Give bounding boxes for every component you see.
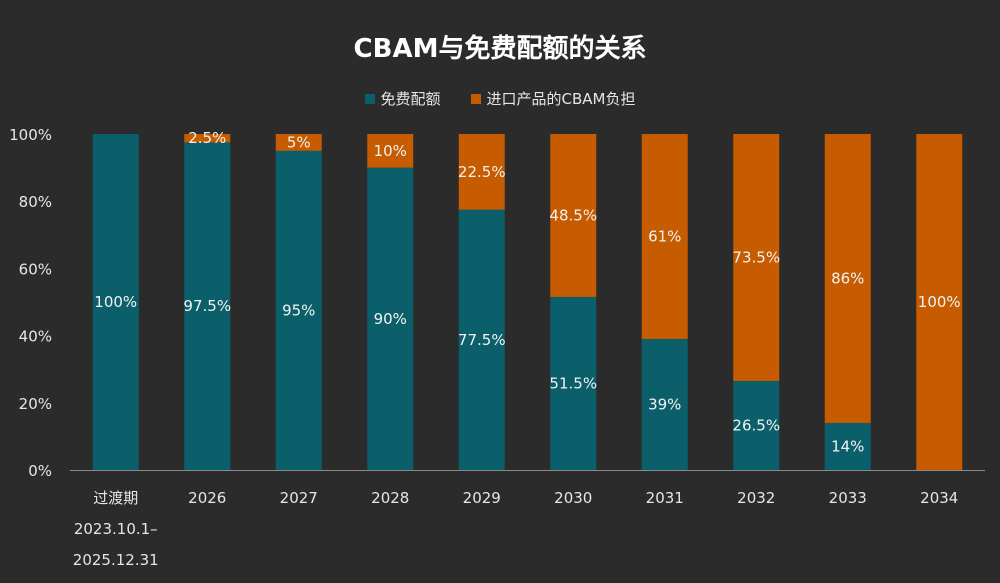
x-tick-label: 2030 (554, 489, 592, 507)
x-tick-label: 2032 (737, 489, 775, 507)
x-tick-label: 2033 (829, 489, 867, 507)
data-label-free-allowance: 100% (94, 293, 137, 311)
data-label-cbam-burden: 73.5% (732, 248, 780, 266)
data-label-free-allowance: 14% (831, 437, 864, 455)
data-label-free-allowance: 97.5% (183, 297, 231, 315)
y-tick-label: 60% (19, 260, 52, 278)
bar-segment-cbam-burden (275, 134, 322, 151)
x-tick-label: 2031 (646, 489, 684, 507)
y-tick-label: 20% (19, 395, 52, 413)
legend-swatch-cbam-burden (470, 93, 481, 104)
chart-title: CBAM与免费配额的关系 (353, 34, 647, 64)
y-tick-label: 40% (19, 328, 52, 346)
x-tick-label: 过渡期 2023.10.1– 2025.12.31 (73, 489, 159, 569)
x-tick-label: 2026 (188, 489, 226, 507)
bar-segment-cbam-burden (733, 134, 780, 381)
data-label-cbam-burden: 22.5% (458, 163, 506, 181)
legend-label-free-allowance: 免费配额 (380, 90, 441, 108)
bar-segment-free-allowance (824, 422, 871, 470)
y-tick-label: 80% (19, 193, 52, 211)
data-label-cbam-burden: 86% (831, 269, 864, 287)
bar-segment-cbam-burden (458, 134, 505, 210)
legend-label-cbam-burden: 进口产品的CBAM负担 (486, 90, 636, 108)
bar-segment-free-allowance (458, 209, 505, 470)
x-axis: 过渡期 2023.10.1– 2025.12.31 2026 2027 2028 2029 2… (73, 489, 959, 569)
data-label-free-allowance: 26.5% (732, 416, 780, 434)
legend-item-cbam-burden: 进口产品的CBAM负担 (470, 88, 636, 109)
data-label-cbam-burden: 10% (374, 142, 407, 160)
data-label-cbam-burden: 100% (918, 293, 961, 311)
data-label-cbam-burden: 61% (648, 227, 681, 245)
bar-segment-cbam-burden (184, 134, 231, 143)
data-label-cbam-burden: 5% (287, 133, 311, 151)
y-tick-label: 0% (28, 462, 52, 480)
y-tick-label: 100% (9, 126, 52, 144)
data-label-free-allowance: 90% (374, 310, 407, 328)
bar-segment-free-allowance (184, 142, 231, 470)
legend-swatch-free-allowance (364, 93, 375, 104)
data-label-free-allowance: 95% (282, 301, 315, 319)
bar-segment-free-allowance (92, 134, 139, 470)
bar-segment-cbam-burden (824, 134, 871, 423)
data-label-cbam-burden: 48.5% (549, 206, 597, 224)
x-tick-label: 2028 (371, 489, 409, 507)
y-axis: 0% 20% 40% 60% 80% 100% (9, 126, 985, 480)
x-tick-label: 2027 (280, 489, 318, 507)
bar-segment-free-allowance (275, 150, 322, 471)
data-label-free-allowance: 39% (648, 395, 681, 413)
bar-segment-free-allowance (367, 167, 414, 470)
data-label-free-allowance: 77.5% (458, 331, 506, 349)
bar-segment-cbam-burden (916, 134, 963, 470)
bar-segment-free-allowance (733, 380, 780, 470)
legend: 免费配额 进口产品的CBAM负担 (0, 88, 1000, 109)
data-label-free-allowance: 51.5% (549, 374, 597, 392)
legend-item-free-allowance: 免费配额 (364, 88, 441, 109)
x-tick-label: 2029 (463, 489, 501, 507)
bar-segment-free-allowance (550, 296, 597, 470)
x-tick-label: 2034 (920, 489, 958, 507)
bar-segment-cbam-burden (641, 134, 688, 339)
data-label-cbam-burden: 2.5% (188, 129, 226, 147)
bars: 100% 97.5% 2.5% 95% 5% 90% 10% 77.5% 22.5% 51.5% 4… (92, 129, 963, 471)
bar-segment-cbam-burden (550, 134, 597, 297)
bar-segment-free-allowance (641, 338, 688, 470)
bar-segment-cbam-burden (367, 134, 414, 168)
